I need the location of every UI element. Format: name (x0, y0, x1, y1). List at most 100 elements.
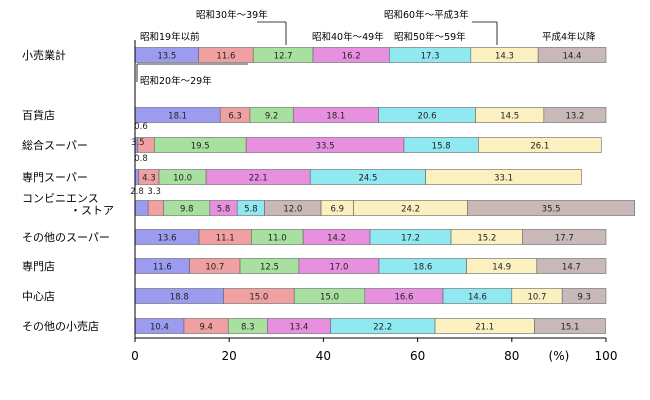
data-label: 19.5 (191, 142, 210, 152)
data-label: 4.3 (142, 174, 156, 184)
data-label: 10.0 (173, 174, 192, 184)
data-label: 12.0 (283, 205, 302, 215)
data-label: 17.3 (421, 52, 440, 62)
data-label: 3.3 (147, 187, 161, 197)
data-label: 16.6 (394, 293, 413, 303)
category-label: 専門スーパー (22, 171, 88, 184)
data-label: 14.4 (563, 52, 582, 62)
data-label: 9.2 (265, 112, 279, 122)
data-label: 12.5 (260, 263, 279, 273)
bar-segment (478, 137, 602, 153)
series-annotation: 平成4年以降 (542, 31, 596, 43)
series-annotation: 昭和50年～59年 (394, 31, 466, 43)
x-tick-label: 20 (222, 349, 237, 363)
series-annotation: 昭和20年～29年 (140, 75, 212, 87)
data-label: 13.5 (157, 52, 176, 62)
data-label: 21.1 (475, 323, 494, 333)
data-label: 15.1 (560, 323, 579, 333)
data-label: 18.8 (170, 293, 189, 303)
category-label: 専門店 (22, 259, 55, 273)
data-label: 14.5 (500, 112, 519, 122)
bar-segment (537, 47, 607, 63)
bar-segment (522, 229, 607, 245)
data-label: 13.4 (289, 323, 308, 333)
data-label: 11.1 (216, 234, 235, 244)
data-label: 3.5 (131, 138, 145, 148)
bar-segment (536, 258, 607, 274)
category-label: 総合スーパー (22, 138, 88, 152)
data-label: 5.8 (244, 205, 258, 215)
bar-segment (425, 169, 582, 185)
data-label: 16.2 (342, 52, 361, 62)
bar-segment (534, 318, 606, 334)
data-label: 13.6 (158, 234, 177, 244)
category-label: その他の小売店 (22, 319, 99, 333)
data-label: 11.6 (153, 263, 172, 273)
data-label: 18.1 (168, 112, 187, 122)
data-label: 10.7 (528, 293, 547, 303)
data-label: 14.6 (468, 293, 487, 303)
data-label: 5.8 (217, 205, 231, 215)
data-label: 20.6 (418, 112, 437, 122)
data-label: 17.0 (329, 263, 348, 273)
data-label: 9.8 (180, 205, 194, 215)
data-label: 13.2 (565, 112, 584, 122)
data-label: 14.2 (327, 234, 346, 244)
data-label: 10.4 (150, 323, 169, 333)
data-label: 10.7 (205, 263, 224, 273)
data-label: 8.3 (241, 323, 255, 333)
series-annotation: 昭和30年～39年 (196, 9, 268, 21)
data-label: 26.1 (530, 142, 549, 152)
data-label: 12.7 (274, 52, 293, 62)
data-label: 17.2 (401, 234, 420, 244)
data-label: 11.6 (216, 52, 235, 62)
data-label: 15.2 (477, 234, 496, 244)
category-label: 百貨店 (22, 108, 55, 122)
data-label: 24.2 (401, 205, 420, 215)
x-tick-label: 60 (410, 349, 425, 363)
category-label: 中心店 (22, 289, 55, 303)
data-label: 14.9 (492, 263, 511, 273)
data-label: 15.0 (320, 293, 339, 303)
data-label: 6.3 (228, 112, 242, 122)
bar-segment (134, 169, 140, 185)
bar-segment (561, 288, 607, 304)
data-label: 0.6 (134, 122, 148, 132)
data-label: 17.7 (555, 234, 574, 244)
bar-segment (147, 200, 165, 216)
data-label: 35.5 (542, 205, 561, 215)
data-label: 15.8 (432, 142, 451, 152)
bar-segment (134, 200, 149, 216)
series-annotation: 昭和19年以前 (140, 31, 200, 43)
bar-segment (543, 107, 607, 123)
data-label: 15.0 (249, 293, 268, 303)
category-label: その他のスーパー (22, 231, 110, 244)
data-label: 22.1 (249, 174, 268, 184)
bar-segment (467, 200, 636, 216)
category-label: ・ストア (70, 204, 114, 217)
data-label: 9.3 (577, 293, 591, 303)
category-label: コンビニエンス (22, 192, 99, 205)
data-label: 6.9 (331, 205, 345, 215)
data-label: 22.2 (373, 323, 392, 333)
x-tick-label: 80 (504, 349, 519, 363)
data-label: 11.0 (268, 234, 287, 244)
data-label: 2.8 (130, 187, 144, 197)
data-label: 14.7 (562, 263, 581, 273)
data-label: 24.5 (358, 174, 377, 184)
category-label: 小売業計 (22, 48, 66, 62)
x-tick-label: 40 (316, 349, 331, 363)
data-label: 33.5 (316, 142, 335, 152)
series-annotation: 昭和40年～49年 (312, 31, 384, 43)
data-label: 0.8 (134, 154, 148, 164)
data-label: 14.3 (495, 52, 514, 62)
x-tick-label: 100 (595, 349, 618, 363)
data-label: 18.6 (413, 263, 432, 273)
data-label: 9.4 (199, 323, 213, 333)
data-label: 18.1 (326, 112, 345, 122)
data-label: 33.1 (494, 174, 513, 184)
x-unit-label: (%) (549, 349, 570, 363)
x-tick-label: 0 (131, 349, 139, 363)
series-annotation: 昭和60年～平成3年 (384, 9, 469, 21)
